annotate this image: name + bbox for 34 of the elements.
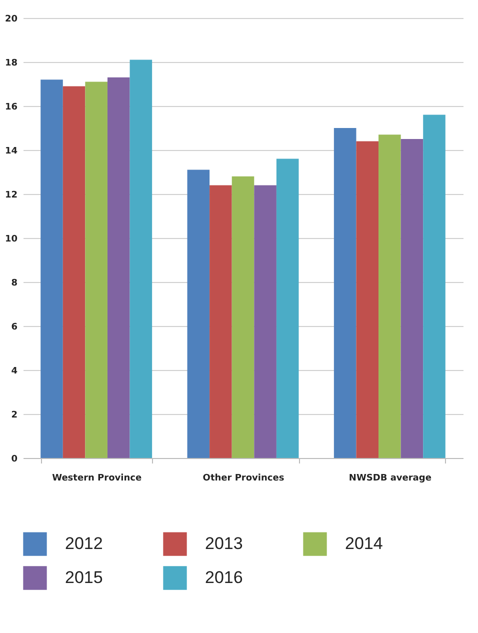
bar [232,176,254,458]
x-tick-label: Other Provinces [202,474,284,484]
x-tick-label: Western Province [52,474,142,484]
legend-label: 2016 [205,568,243,587]
y-tick-label: 20 [4,14,18,24]
bar [423,114,446,458]
y-tick-label: 4 [11,366,18,376]
bar [85,82,108,458]
bar [40,80,63,458]
y-tick-label: 6 [11,322,18,332]
legend-label: 2015 [65,568,103,587]
x-tick-label: NWSDB average [348,474,432,484]
y-tick-label: 12 [4,190,18,200]
bar [107,77,130,458]
bar [334,128,356,458]
legend-label: 2012 [65,534,103,554]
y-tick-label: 14 [4,146,18,156]
bar [187,170,210,458]
bar [254,185,276,458]
y-tick-label: 0 [11,454,18,464]
bar [276,158,299,458]
bar [356,141,379,458]
bar [378,134,401,458]
y-tick-label: 18 [4,58,18,68]
bar [400,139,424,458]
y-tick-label: 10 [4,234,18,244]
legend-label: 2014 [345,534,383,554]
y-tick-label: 8 [11,278,18,288]
legend-label: 2013 [205,534,243,554]
bar [130,60,152,458]
y-tick-label: 2 [11,410,18,420]
bar [62,86,86,458]
bar [210,185,232,458]
y-tick-label: 16 [4,102,18,112]
